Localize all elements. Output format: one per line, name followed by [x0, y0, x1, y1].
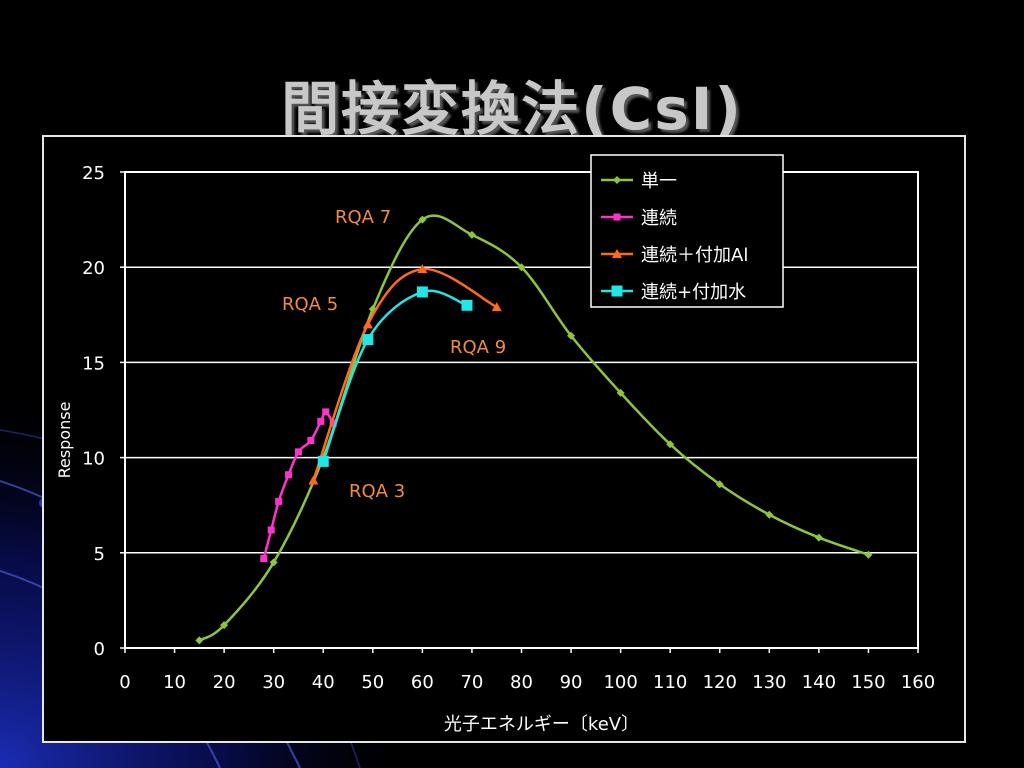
legend-item: 連続: [601, 208, 677, 229]
x-axis-ticks: 0 10 20 30 40 50 60 70 80 90 100 110 120 130 140 150 160: [119, 648, 935, 693]
legend-item: 連続+付加水: [601, 282, 746, 303]
x-tick-label: 130: [752, 672, 786, 693]
y-tick-label: 5: [94, 544, 105, 565]
data-point: [317, 455, 329, 467]
x-tick-label: 50: [361, 672, 384, 693]
y-tick-label: 10: [82, 449, 105, 470]
legend-label: 連続: [641, 208, 677, 229]
legend-item: 連続＋付加Al: [601, 245, 748, 266]
x-tick-label: 0: [119, 672, 130, 693]
data-point: [715, 480, 724, 489]
data-point: [308, 475, 319, 485]
series-4: [317, 286, 473, 467]
series-line: [322, 289, 468, 462]
data-point: [567, 331, 576, 340]
data-point: [322, 408, 330, 416]
y-tick-label: 25: [82, 163, 105, 184]
series-line: [312, 267, 498, 481]
data-point: [267, 526, 275, 534]
data-point: [329, 419, 337, 427]
annotation-label: RQA 3: [349, 481, 405, 502]
data-point: [317, 417, 325, 425]
x-tick-label: 90: [560, 672, 583, 693]
data-point: [616, 388, 625, 397]
legend-label: 連続＋付加Al: [641, 245, 748, 266]
series-2: [260, 408, 337, 563]
x-tick-label: 110: [653, 672, 687, 693]
series-line: [262, 410, 335, 559]
y-tick-label: 15: [82, 353, 105, 374]
data-point: [814, 533, 823, 542]
legend-label: 連続+付加水: [641, 282, 746, 303]
legend-item: 単一: [601, 171, 677, 192]
data-point: [307, 436, 315, 444]
data-point: [260, 555, 268, 563]
x-tick-label: 30: [262, 672, 285, 693]
data-point: [269, 558, 278, 567]
chart-frame: 0 5 10 15 20 25 0 10 20 30 40 50 60 70 80 90 100 110 120 1…: [42, 135, 966, 743]
x-tick-label: 150: [851, 672, 885, 693]
data-point: [467, 230, 476, 239]
annotation-label: RQA 9: [450, 337, 506, 358]
y-tick-label: 20: [82, 258, 105, 279]
chart: 0 5 10 15 20 25 0 10 20 30 40 50 60 70 80 90 100 110 120 1…: [55, 154, 935, 735]
x-tick-label: 120: [703, 672, 737, 693]
data-point: [418, 215, 427, 224]
legend-marker: [613, 213, 621, 221]
data-point: [294, 448, 302, 456]
x-tick-label: 140: [802, 672, 836, 693]
annotation-label: RQA 7: [335, 207, 391, 228]
series-line: [198, 214, 869, 642]
data-point: [491, 302, 502, 312]
data-point: [864, 550, 873, 559]
data-point: [195, 636, 204, 645]
x-tick-label: 40: [312, 672, 335, 693]
x-tick-label: 60: [411, 672, 434, 693]
x-tick-label: 20: [213, 672, 236, 693]
data-point: [285, 471, 293, 479]
annotation-label: RQA 5: [282, 294, 338, 315]
series-1: [195, 214, 873, 645]
x-tick-label: 160: [901, 672, 935, 693]
x-tick-label: 10: [163, 672, 186, 693]
data-point: [517, 263, 526, 272]
x-tick-label: 100: [603, 672, 637, 693]
data-point: [220, 621, 229, 630]
y-tick-label: 0: [94, 639, 105, 660]
y-axis-label: Response: [55, 402, 74, 479]
slide-title: 間接変換法(CsI): [281, 75, 743, 143]
legend-marker: [611, 285, 623, 297]
series-3: [308, 264, 502, 485]
plot-area: [124, 171, 919, 649]
data-point: [362, 334, 374, 346]
legend-label: 単一: [641, 171, 677, 192]
data-point: [461, 299, 473, 311]
x-tick-label: 80: [510, 672, 533, 693]
x-axis-label: 光子エネルギー〔keV〕: [444, 714, 639, 735]
data-point: [416, 286, 428, 298]
legend-marker: [612, 249, 622, 258]
data-point: [368, 305, 377, 314]
x-tick-label: 70: [460, 672, 483, 693]
annotations: RQA 7 RQA 5 RQA 9 RQA 3: [282, 207, 506, 502]
legend-marker: [613, 176, 621, 184]
gridlines: [125, 266, 918, 554]
data-point: [417, 264, 428, 274]
data-point: [362, 319, 373, 329]
data-point: [275, 497, 283, 505]
series: [195, 214, 873, 645]
y-axis-ticks: 0 5 10 15 20 25: [82, 163, 125, 660]
data-point: [666, 440, 675, 449]
